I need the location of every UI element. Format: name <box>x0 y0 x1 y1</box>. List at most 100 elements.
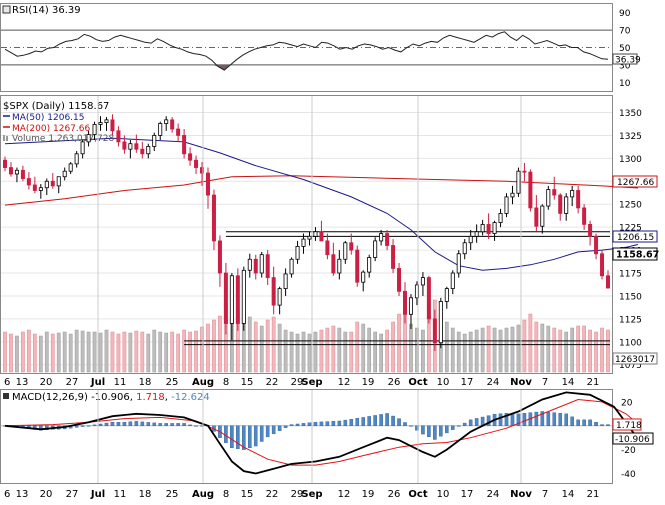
rsi-tick-label: 70 <box>619 27 631 37</box>
volume-bar <box>116 333 121 373</box>
x-tick-label: 21 <box>587 489 600 500</box>
volume-bar <box>110 331 115 373</box>
volume-bar <box>349 331 354 373</box>
volume-bar <box>218 315 222 373</box>
macd-tick-label: -40 <box>621 470 636 480</box>
macd-hist-bar <box>534 411 539 426</box>
candle <box>86 130 91 147</box>
candle <box>606 270 611 289</box>
volume-bar <box>456 331 461 373</box>
volume-bar <box>462 333 467 373</box>
volume-bar <box>253 321 258 373</box>
price-tick-label: 1150 <box>619 292 642 302</box>
rsi-grid <box>1 29 612 66</box>
macd-legend: MACD(12,26,9) -10.906, 1.718, -12.624 <box>12 392 210 403</box>
volume-bar <box>27 329 31 373</box>
volume-bar <box>92 331 97 373</box>
volume-bar <box>301 331 306 373</box>
volume-bar <box>277 323 282 373</box>
candle <box>289 257 294 278</box>
svg-text:-10.906: -10.906 <box>615 435 650 445</box>
volume-bar <box>582 325 586 373</box>
candle <box>307 231 312 246</box>
macd-frame <box>0 389 613 484</box>
candle <box>504 193 509 218</box>
volume-bar <box>355 321 360 373</box>
volume-bar <box>337 327 342 373</box>
volume-bar <box>588 329 592 373</box>
x-tick-label: 27 <box>66 377 79 388</box>
candle <box>146 143 151 159</box>
candle <box>391 239 396 274</box>
price-panel: 1075110011251150117512001225125012751300… <box>0 95 659 374</box>
x-tick-label: 11 <box>114 377 127 388</box>
candle <box>516 167 521 197</box>
price-frame <box>0 95 613 374</box>
macd-hist-bar <box>385 413 389 426</box>
x-tick-label: 21 <box>587 377 600 388</box>
volume-bar <box>343 331 348 373</box>
candle <box>68 162 73 174</box>
macd-hist-bar <box>540 411 545 426</box>
volume-bar <box>552 327 557 373</box>
candle <box>211 189 216 251</box>
candle <box>498 208 503 228</box>
svg-text:36.39: 36.39 <box>615 56 641 66</box>
x-tick-label: 19 <box>362 377 375 388</box>
macd-hist-bar <box>564 413 569 426</box>
candle <box>301 233 306 254</box>
volume-bar <box>44 331 49 373</box>
price-tick-label: 1175 <box>619 270 642 280</box>
candle <box>188 147 193 166</box>
volume-bar <box>56 332 61 373</box>
macd-hist-bar <box>194 425 198 427</box>
volume-bar <box>188 331 192 373</box>
macd-hist-bar <box>319 421 324 426</box>
macd-histogram <box>3 411 610 450</box>
macd-hist-bar <box>92 424 97 426</box>
candle <box>426 275 431 324</box>
volume-bar <box>510 326 515 373</box>
volume-bar <box>176 333 180 373</box>
candle <box>20 165 25 182</box>
volume-bar <box>21 331 25 373</box>
volume-bar <box>468 331 473 373</box>
candle <box>420 272 425 296</box>
volume-bar <box>492 327 497 373</box>
volume-bar <box>33 333 37 373</box>
price-legend-title: $SPX (Daily) 1158.67 <box>3 101 109 112</box>
macd-tick-label: 20 <box>621 398 633 408</box>
macd-hist-bar <box>594 421 598 426</box>
candle <box>528 169 533 212</box>
macd-hist-bar <box>462 422 467 426</box>
x-tick-label: Oct <box>408 377 427 388</box>
macd-hist-bar <box>146 422 151 426</box>
candle <box>8 162 13 177</box>
macd-hist-bar <box>98 423 103 426</box>
macd-hist-bar <box>242 425 246 450</box>
candle <box>283 268 288 296</box>
candle <box>546 185 551 210</box>
macd-hist-bar <box>152 422 157 426</box>
macd-hist-bar <box>343 419 348 426</box>
volume-bar <box>122 331 127 373</box>
volume-bar <box>361 323 366 373</box>
x-tick-label: Jul <box>90 489 105 500</box>
candle <box>462 239 467 260</box>
x-tick-label: 7 <box>542 377 548 388</box>
candle <box>325 233 330 260</box>
ma50-badge: 1206.15 <box>612 230 658 243</box>
macd-hist-bar <box>182 423 186 426</box>
x-tick-label: 15 <box>241 377 254 388</box>
candle <box>337 250 342 280</box>
volume-bar <box>606 329 610 373</box>
macd-hist-bar <box>606 424 610 426</box>
volume-badge: 1263017 <box>612 352 658 365</box>
candle <box>98 116 103 131</box>
volume-bar <box>307 333 312 373</box>
macd-hist-bar <box>367 416 371 426</box>
macd-hist-bar <box>504 413 509 426</box>
volume-bar <box>170 331 175 373</box>
candle <box>576 185 581 214</box>
candles <box>3 114 611 351</box>
